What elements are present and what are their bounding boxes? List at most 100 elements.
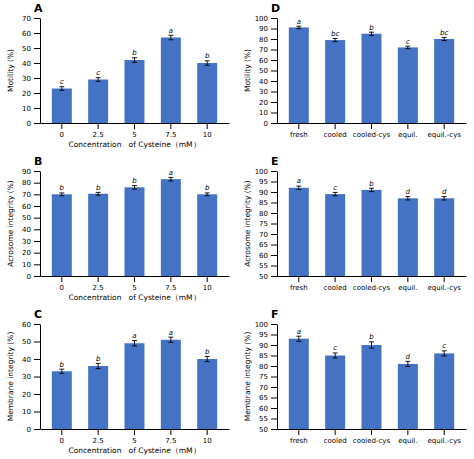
y-tick-label: 60 <box>259 252 268 260</box>
y-tick: 30 <box>22 373 40 381</box>
y-tick: 70 <box>259 384 277 392</box>
y-tick-label: 80 <box>259 363 268 371</box>
annotation: a <box>297 177 301 185</box>
error-bar <box>96 78 101 82</box>
annotation: b <box>205 52 210 60</box>
y-tick-label: 0 <box>27 273 31 281</box>
y-tick: 55 <box>259 415 277 423</box>
y-tick-label: 100 <box>255 321 268 329</box>
x-tick-mark <box>61 276 62 282</box>
error-bar <box>132 58 137 63</box>
bar <box>161 38 181 124</box>
y-tick-label: 60 <box>259 57 268 65</box>
y-tick: 30 <box>22 75 40 83</box>
bar <box>434 353 454 429</box>
y-tick-mark <box>34 206 40 207</box>
annotation: d <box>406 353 411 361</box>
plot-area <box>289 336 454 429</box>
error-bar <box>405 197 410 200</box>
x-tick-mark <box>134 276 135 282</box>
y-tick-mark <box>271 335 277 336</box>
y-tick: 80 <box>259 210 277 218</box>
y-tick: 30 <box>22 238 40 246</box>
x-tick-mark <box>371 429 372 435</box>
y-tick-mark <box>271 408 277 409</box>
x-tick-mark <box>444 123 445 129</box>
x-tick: cooled-cys <box>353 429 391 445</box>
error-bar <box>333 38 338 41</box>
x-tick-mark <box>170 276 171 282</box>
y-tick-label: 100 <box>255 168 268 176</box>
annotation: a <box>169 329 173 337</box>
panel-label: B <box>34 155 42 168</box>
x-tick-label: 7.5 <box>165 284 176 292</box>
error-bar <box>168 337 173 342</box>
error-bar <box>59 369 64 373</box>
y-tick-label: 100 <box>255 15 268 23</box>
y-tick-label: 60 <box>22 321 31 329</box>
y-tick: 50 <box>259 273 277 281</box>
y-tick-label: 0 <box>27 426 31 434</box>
x-tick-label: equil.-cys <box>427 131 461 139</box>
x-tick: 5 <box>132 123 136 139</box>
y-tick-mark <box>271 429 277 430</box>
y-tick: 70 <box>22 15 40 23</box>
y-tick: 85 <box>259 352 277 360</box>
x-tick-mark <box>170 123 171 129</box>
annotation: c <box>406 38 410 46</box>
y-tick-mark <box>271 123 277 124</box>
y-tick-label: 70 <box>22 191 31 199</box>
x-tick-label: 2.5 <box>93 131 104 139</box>
error-bar <box>369 342 374 348</box>
y-tick-mark <box>271 377 277 378</box>
x-tick-mark <box>444 429 445 435</box>
y-tick-mark <box>271 192 277 193</box>
y-axis-title: Acrosome integrity (%) <box>6 180 15 267</box>
y-axis-line <box>40 19 41 124</box>
y-tick-label: 50 <box>22 45 31 53</box>
y-tick-label: 30 <box>22 373 31 381</box>
x-tick-mark <box>335 123 336 129</box>
error-bar <box>405 46 410 49</box>
bar <box>398 47 418 123</box>
y-tick-label: 40 <box>22 226 31 234</box>
x-tick-label: cooled-cys <box>353 437 391 445</box>
bar <box>362 190 382 276</box>
annotation: b <box>60 184 65 192</box>
x-tick: equil.-cys <box>427 123 461 139</box>
x-tick: 7.5 <box>165 123 176 139</box>
y-tick-label: 55 <box>259 415 268 423</box>
y-tick: 60 <box>259 57 277 65</box>
y-tick-label: 90 <box>259 25 268 33</box>
error-bar <box>168 177 173 181</box>
x-tick-label: 0 <box>60 437 64 445</box>
y-tick-label: 20 <box>22 391 31 399</box>
x-tick-mark <box>444 276 445 282</box>
annotation: b <box>205 348 210 356</box>
y-tick-mark <box>271 213 277 214</box>
y-tick-label: 85 <box>259 199 268 207</box>
y-tick: 20 <box>259 99 277 107</box>
y-tick-mark <box>271 92 277 93</box>
x-tick-label: cooled <box>324 131 347 139</box>
y-tick-label: 60 <box>22 30 31 38</box>
x-tick-mark <box>371 123 372 129</box>
x-tick: 0 <box>60 429 64 445</box>
error-bar <box>59 87 64 91</box>
y-tick-label: 80 <box>259 210 268 218</box>
error-bar <box>442 351 447 356</box>
x-tick-label: fresh <box>290 437 308 445</box>
y-tick: 60 <box>22 203 40 211</box>
bar <box>325 356 345 430</box>
bar <box>197 194 217 276</box>
y-tick-mark <box>271 245 277 246</box>
y-tick-label: 70 <box>259 384 268 392</box>
y-tick: 85 <box>259 199 277 207</box>
panel-label: A <box>34 2 43 15</box>
y-tick-label: 40 <box>22 60 31 68</box>
x-tick: cooled <box>324 429 347 445</box>
bar <box>161 340 181 429</box>
y-tick-label: 65 <box>259 241 268 249</box>
x-axis-title: Concentration of Cysteine（mM） <box>68 293 200 302</box>
x-tick-label: cooled-cys <box>353 284 391 292</box>
